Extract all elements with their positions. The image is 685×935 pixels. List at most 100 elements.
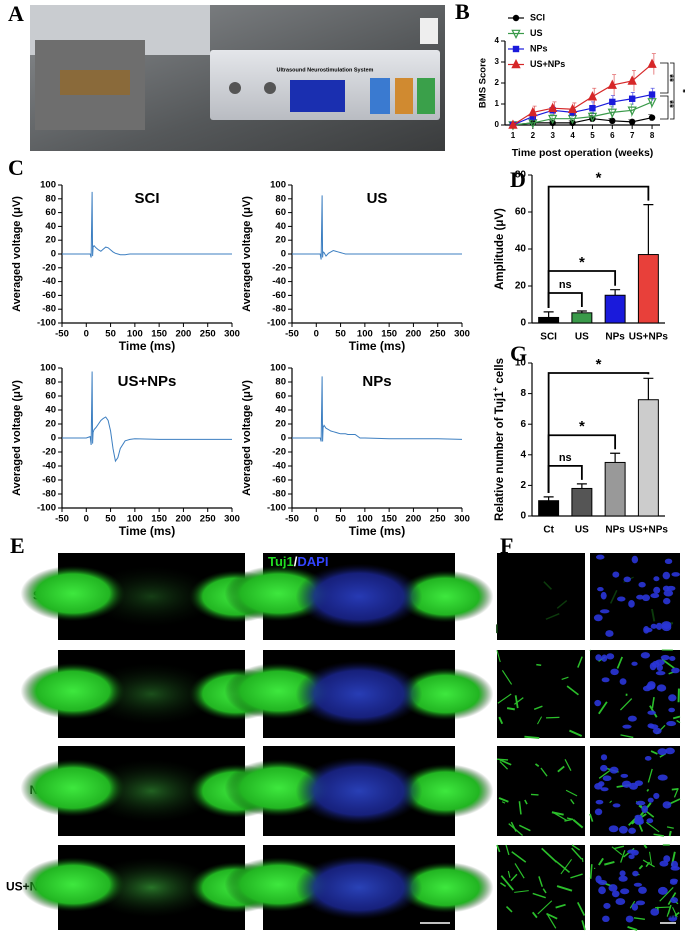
y-tick-label: 80 xyxy=(45,193,56,204)
error-bar xyxy=(643,204,654,255)
nucleus xyxy=(663,855,671,863)
y-tick-label: -40 xyxy=(42,276,56,287)
neurite xyxy=(616,656,623,669)
significance-label: ns xyxy=(559,279,572,291)
y-tick-label: 40 xyxy=(45,221,56,232)
y-tick-label: -20 xyxy=(42,447,56,458)
x-tick-label: 50 xyxy=(105,514,116,525)
neurite xyxy=(676,719,681,724)
x-tick-label: US xyxy=(575,332,589,343)
neurite xyxy=(614,845,625,850)
legend-label: NPs xyxy=(530,43,548,53)
neurite xyxy=(498,797,509,803)
neurite xyxy=(536,663,542,667)
nucleus xyxy=(668,915,678,922)
neurite xyxy=(561,676,569,681)
neurite xyxy=(646,821,660,833)
x-tick-label: 200 xyxy=(175,329,191,340)
scale-bar-label: 1000 μm xyxy=(423,913,447,919)
y-tick-label: 100 xyxy=(270,363,286,374)
nucleus xyxy=(597,586,604,592)
y-axis-label-part: Relative number of Tuj1 xyxy=(494,391,506,521)
x-tick-label: 50 xyxy=(335,514,346,525)
y-tick-label: 80 xyxy=(275,193,286,204)
nucleus xyxy=(594,808,603,816)
y-tick-label: 0 xyxy=(281,433,286,444)
x-tick-label: SCI xyxy=(540,332,557,343)
significance-label: * xyxy=(596,170,602,187)
nucleus xyxy=(602,775,612,782)
y-tick-label: 0 xyxy=(51,249,56,260)
nucleus xyxy=(655,659,665,666)
neurite xyxy=(505,844,510,856)
significance-label: ** xyxy=(663,74,674,82)
neurite xyxy=(633,917,646,920)
neurite xyxy=(571,847,583,860)
significance-label: * xyxy=(579,418,585,435)
x-tick-label: 0 xyxy=(314,329,319,340)
neurite xyxy=(541,847,558,863)
neurite xyxy=(518,824,531,832)
legend-marker xyxy=(511,58,521,69)
nucleus xyxy=(594,699,602,707)
neurite xyxy=(589,864,593,879)
bar xyxy=(604,461,626,517)
neurite xyxy=(524,735,540,739)
nucleus xyxy=(610,668,619,676)
neurite xyxy=(620,734,634,739)
bar xyxy=(604,294,626,324)
neurite xyxy=(514,863,525,879)
point xyxy=(529,113,537,120)
dapi-overlay xyxy=(295,855,423,920)
neurite xyxy=(497,693,512,704)
tissue-right xyxy=(397,570,494,623)
x-tick-label: 100 xyxy=(127,329,143,340)
neurite xyxy=(501,801,506,804)
neurite xyxy=(546,716,560,719)
nucleus xyxy=(656,684,667,692)
significance-label: * xyxy=(579,254,585,271)
x-axis-label: Time (ms) xyxy=(119,524,175,538)
channel-label: DAPI xyxy=(297,554,328,569)
x-tick-label: 4 xyxy=(570,131,575,140)
x-tick-label: 6 xyxy=(610,131,615,140)
device-buttons xyxy=(395,78,413,114)
y-tick-label: 0 xyxy=(281,249,286,260)
neurite xyxy=(534,763,540,768)
y-tick-label: -80 xyxy=(272,489,286,500)
significance-label: ** xyxy=(663,100,674,108)
x-tick-label: -50 xyxy=(285,329,299,340)
x-tick-label: US xyxy=(575,525,589,536)
y-axis-label: Averaged voltage (μV) xyxy=(241,196,253,312)
nucleus xyxy=(605,630,614,637)
y-tick-label: 6 xyxy=(520,419,526,430)
neurite xyxy=(508,823,523,837)
neurite xyxy=(649,851,652,865)
neurite xyxy=(546,913,557,929)
point xyxy=(627,75,637,85)
y-tick-label: -40 xyxy=(272,461,286,472)
nucleus xyxy=(627,715,637,722)
nucleus xyxy=(601,654,608,662)
nucleus xyxy=(653,586,661,594)
y-tick-label: -80 xyxy=(42,489,56,500)
y-tick-label: 0 xyxy=(520,318,526,329)
neurite xyxy=(650,750,658,755)
y-tick-label: -100 xyxy=(267,503,286,514)
tissue-left xyxy=(20,759,126,817)
panel-a-photo xyxy=(30,5,445,151)
neurite xyxy=(604,860,615,866)
nucleus xyxy=(621,780,632,788)
nucleus xyxy=(653,576,660,582)
x-tick-label: 5 xyxy=(590,131,595,140)
y-tick-label: 8 xyxy=(520,388,526,399)
y-tick-label: -80 xyxy=(272,304,286,315)
y-tick-label: -20 xyxy=(272,447,286,458)
neurite xyxy=(651,697,655,709)
nucleus xyxy=(634,816,644,825)
point xyxy=(607,108,617,118)
point xyxy=(609,98,616,106)
y-tick-label: 60 xyxy=(515,207,527,218)
nucleus xyxy=(670,897,679,904)
neurite xyxy=(546,912,558,920)
